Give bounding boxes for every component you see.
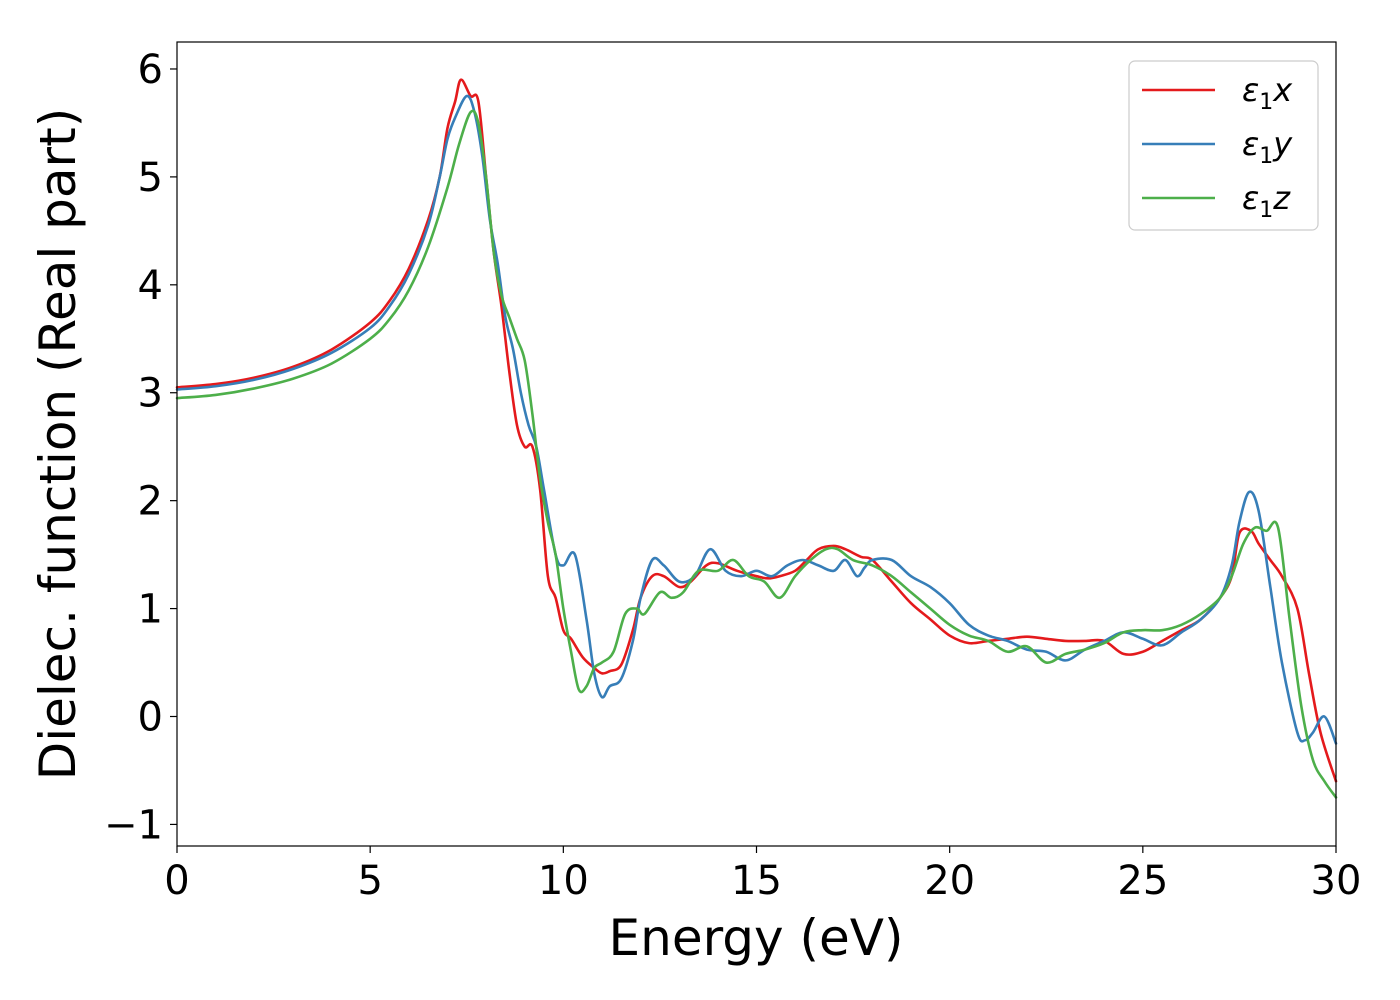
- x-tick-label: 0: [164, 858, 189, 904]
- legend-label-y: ε1y: [1242, 125, 1293, 169]
- legend-box: [1128, 60, 1319, 231]
- x-tick-label: 15: [731, 858, 782, 904]
- y-tick-label: 1: [138, 587, 163, 633]
- y-tick-label: 6: [138, 47, 163, 93]
- y-tick-label: 5: [138, 155, 163, 201]
- x-tick-label: 25: [1117, 858, 1168, 904]
- series-layer: [175, 78, 1338, 799]
- y-tick-label: 3: [138, 371, 163, 417]
- x-axis-label: Energy (eV): [609, 909, 904, 967]
- series-line-x: [175, 78, 1338, 783]
- x-tick-label: 10: [538, 858, 589, 904]
- y-tick-label: 4: [138, 263, 163, 309]
- x-axis-ticks: 0 5 10 15 20 25 30: [164, 846, 1361, 904]
- x-tick-label: 30: [1311, 858, 1362, 904]
- y-axis-ticks: −1 0 1 2 3 4 5 6: [104, 47, 177, 848]
- legend: ε1x ε1y ε1z: [1128, 60, 1319, 231]
- x-tick-label: 20: [924, 858, 975, 904]
- y-tick-label: −1: [104, 802, 163, 848]
- y-tick-label: 2: [138, 479, 163, 525]
- legend-label-x: ε1x: [1242, 71, 1293, 115]
- y-tick-label: 0: [138, 694, 163, 740]
- legend-label-z: ε1z: [1242, 179, 1291, 223]
- x-tick-label: 5: [357, 858, 382, 904]
- y-axis-label: Dielec. function (Real part): [29, 108, 87, 780]
- series-line-z: [175, 109, 1338, 799]
